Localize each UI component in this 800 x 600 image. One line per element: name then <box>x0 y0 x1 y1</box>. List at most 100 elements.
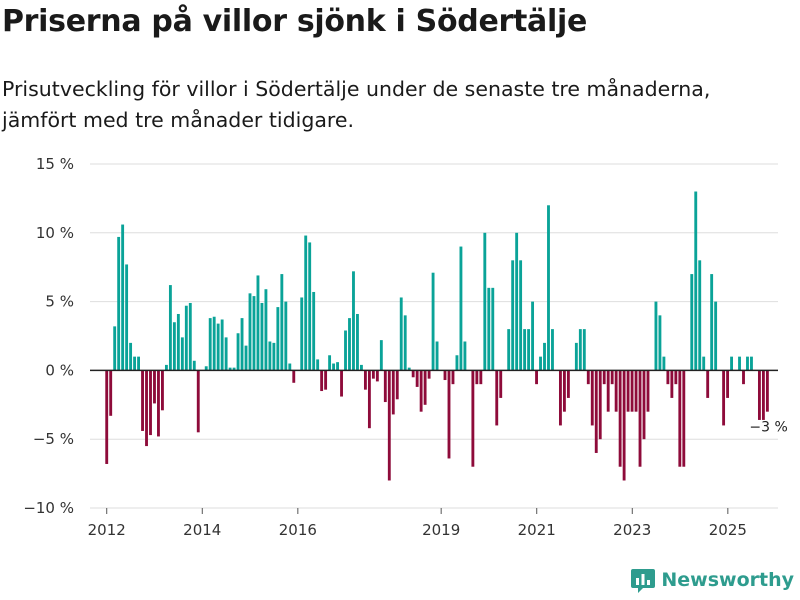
bar <box>566 370 570 398</box>
bar <box>750 356 753 371</box>
x-tick-label: 2023 <box>613 521 651 539</box>
bar <box>431 272 435 371</box>
bar <box>562 370 566 412</box>
bar <box>320 370 324 392</box>
bar <box>479 370 483 385</box>
bar <box>626 370 630 412</box>
bar <box>164 364 168 371</box>
bar <box>212 316 216 371</box>
bar <box>316 359 320 371</box>
bar <box>642 370 646 440</box>
bar <box>332 363 336 371</box>
bar <box>375 370 379 382</box>
bar <box>113 326 117 371</box>
bar <box>765 370 769 412</box>
bar <box>176 313 180 371</box>
bar <box>674 370 678 385</box>
bar <box>423 370 427 405</box>
bar <box>192 360 196 371</box>
bar <box>276 307 280 371</box>
bar <box>722 370 726 426</box>
bar <box>582 329 586 371</box>
bar <box>399 297 403 371</box>
bar <box>172 322 176 371</box>
bar <box>507 329 511 371</box>
bar <box>714 301 718 371</box>
bar <box>196 370 200 433</box>
bar <box>658 315 662 371</box>
bar <box>746 356 749 371</box>
bar <box>117 236 121 371</box>
bar <box>670 370 674 398</box>
bar <box>105 370 109 464</box>
bar <box>682 370 686 467</box>
bar <box>336 362 339 371</box>
bar <box>216 323 220 371</box>
bar <box>204 366 208 371</box>
bar <box>730 356 733 371</box>
y-tick-label: 0 % <box>45 361 74 379</box>
bar <box>395 370 399 400</box>
bar <box>574 342 578 371</box>
bar <box>228 367 232 371</box>
bar <box>443 370 447 381</box>
bar <box>340 370 343 397</box>
bar <box>459 246 463 371</box>
bar <box>264 289 268 371</box>
bar <box>451 370 455 385</box>
bar <box>268 341 272 371</box>
bar <box>244 345 248 371</box>
x-tick-label: 2014 <box>183 521 221 539</box>
chart-subtitle: Prisutveckling för villor i Södertälje u… <box>2 77 711 132</box>
bar <box>208 318 212 371</box>
bar <box>491 287 495 371</box>
bar <box>352 271 355 371</box>
bar <box>578 329 582 371</box>
bar <box>344 330 347 371</box>
bar <box>547 205 550 371</box>
bar <box>666 370 670 385</box>
y-tick-label: 10 % <box>36 224 74 242</box>
bar <box>690 274 694 371</box>
bar <box>515 232 519 371</box>
brand-name: Newsworthy <box>661 569 794 591</box>
bar <box>606 370 610 412</box>
bar <box>543 342 546 371</box>
bar <box>188 302 192 371</box>
bar <box>324 370 328 390</box>
brand-logo[interactable]: Newsworthy <box>631 566 794 594</box>
bar <box>531 301 535 371</box>
bar <box>236 333 240 371</box>
bar <box>129 342 133 371</box>
bar <box>447 370 451 459</box>
bar <box>260 302 264 371</box>
bar <box>161 370 164 411</box>
bar <box>403 315 407 371</box>
bar <box>698 260 702 371</box>
bar <box>141 370 144 431</box>
bar <box>761 370 765 420</box>
bar <box>539 356 542 371</box>
bar <box>602 370 606 385</box>
bar <box>519 260 523 371</box>
bar <box>348 318 351 371</box>
bar <box>710 274 714 371</box>
bar <box>145 370 148 447</box>
bar <box>427 370 431 379</box>
bar <box>248 293 252 371</box>
bar <box>558 370 562 426</box>
bar <box>240 318 244 371</box>
axes: 15 % 10 % 5 % 0 % −5 % −10 % 2012 2014 2016 2019 2… <box>23 155 787 539</box>
bar <box>121 224 125 371</box>
bar <box>499 370 503 398</box>
bar <box>694 191 698 371</box>
bar <box>594 370 598 453</box>
bar <box>387 370 391 481</box>
bar <box>618 370 622 467</box>
bar <box>435 341 439 371</box>
bar <box>630 370 634 412</box>
y-tick-label: 5 % <box>45 293 74 311</box>
bar <box>523 329 527 371</box>
chart-title: Priserna på villor sjönk i Södertälje <box>2 4 587 39</box>
